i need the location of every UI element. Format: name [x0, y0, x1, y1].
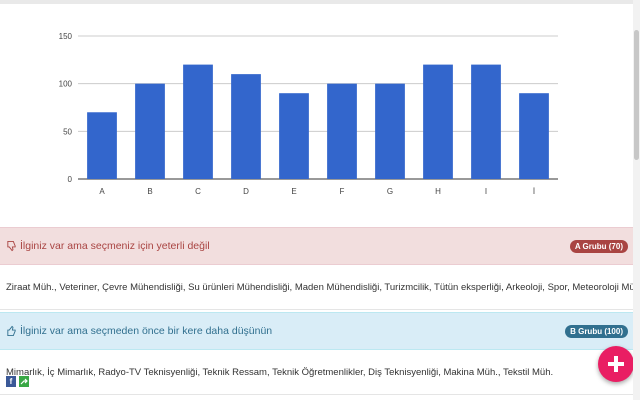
panel-group-b-body: Mimarlık, İç Mimarlık, Radyo-TV Teknisye…	[0, 350, 636, 395]
bar	[87, 112, 117, 179]
page-scrollbar[interactable]	[633, 0, 640, 400]
panel-group-b-title: İlginiz var ama seçmeden önce bir kere d…	[20, 325, 273, 337]
share-icon[interactable]	[19, 376, 29, 387]
bar-chart: 0 50 100 150 A B C D E F G H I İ	[59, 32, 558, 196]
panel-group-a-title: İlginiz var ama seçmeniz için yeterli de…	[20, 240, 210, 252]
bar	[471, 64, 501, 179]
y-tick-label: 150	[59, 32, 73, 41]
facebook-icon[interactable]: f	[6, 376, 16, 387]
x-tick-label: İ	[533, 187, 535, 196]
x-tick-label: H	[435, 187, 441, 196]
y-tick-label: 0	[68, 175, 73, 184]
group-b-badge: B Grubu (100)	[565, 324, 628, 338]
y-tick-label: 100	[59, 80, 73, 89]
thumbs-up-icon	[7, 325, 16, 337]
panel-group-a-body: Ziraat Müh., Veteriner, Çevre Mühendisli…	[0, 265, 636, 310]
panel-group-b-header[interactable]: İlginiz var ama seçmeden önce bir kere d…	[0, 312, 636, 350]
panel-group-b: İlginiz var ama seçmeden önce bir kere d…	[0, 312, 636, 395]
bar	[231, 74, 261, 179]
x-tick-label: A	[99, 187, 105, 196]
x-tick-label: E	[291, 187, 296, 196]
group-a-badge: A Grubu (70)	[569, 239, 628, 253]
bar	[519, 93, 549, 179]
thumbs-down-icon	[7, 240, 16, 252]
bar	[135, 83, 165, 179]
bar	[279, 93, 309, 179]
add-fab-button[interactable]	[598, 346, 634, 382]
x-tick-label: B	[147, 187, 152, 196]
y-tick-label: 50	[63, 127, 72, 136]
bar	[327, 83, 357, 179]
panel-group-a: İlginiz var ama seçmeniz için yeterli de…	[0, 227, 636, 310]
bar	[423, 64, 453, 179]
share-bar: f	[6, 376, 29, 387]
x-tick-label: G	[387, 187, 393, 196]
x-tick-label: C	[195, 187, 201, 196]
scrollbar-thumb[interactable]	[634, 30, 639, 160]
plus-icon	[608, 356, 624, 372]
bar	[375, 83, 405, 179]
panel-group-a-header[interactable]: İlginiz var ama seçmeniz için yeterli de…	[0, 227, 636, 265]
bar	[183, 64, 213, 179]
top-border	[0, 0, 640, 4]
x-tick-label: F	[340, 187, 345, 196]
x-tick-label: D	[243, 187, 249, 196]
x-tick-label: I	[485, 187, 487, 196]
